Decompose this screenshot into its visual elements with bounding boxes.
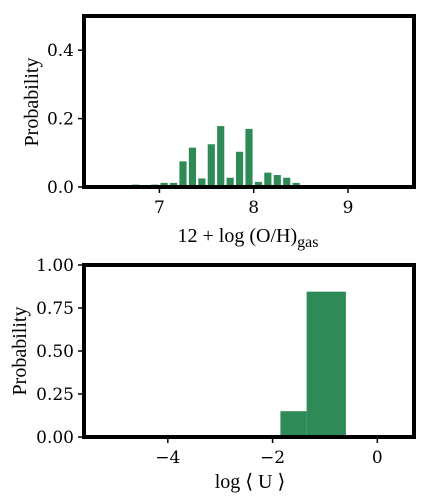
panel-ionization-bar-1 bbox=[306, 291, 346, 437]
panel-ionization-y-ticks: 0.00 0.25 0.50 0.75 1.00 bbox=[36, 256, 84, 448]
panel-metallicity-x-axis-label-subscript: gas bbox=[297, 234, 318, 251]
panel-metallicity-bar-17 bbox=[283, 177, 291, 187]
panel-ionization-x-tick-label-0: −4 bbox=[155, 448, 180, 468]
panel-metallicity-bar-14 bbox=[254, 181, 263, 187]
panel-metallicity-x-axis-label-main: 12 + log (O/H) bbox=[178, 225, 298, 247]
panel-metallicity-bar-16 bbox=[273, 175, 281, 187]
panel-ionization-x-tick-label-2: 0 bbox=[372, 448, 383, 468]
panel-ionization-y-tick-label-2: 0.50 bbox=[36, 342, 74, 362]
panel-ionization-y-tick-label-3: 0.75 bbox=[36, 299, 74, 319]
panel-metallicity-bar-11 bbox=[226, 177, 234, 187]
panel-metallicity-frame bbox=[82, 14, 416, 189]
panel-metallicity-bar-4 bbox=[160, 182, 168, 187]
panel-ionization-x-axis-label: log ⟨ U ⟩ bbox=[215, 471, 286, 493]
panel-ionization-y-tick-label-0: 0.00 bbox=[36, 428, 74, 448]
panel-ionization-x-tick-label-1: −2 bbox=[260, 448, 285, 468]
panel-ionization-x-ticks: −4 −2 0 bbox=[155, 437, 383, 468]
panel-metallicity-bar-5 bbox=[169, 182, 178, 187]
panel-metallicity-x-tick-label-1: 8 bbox=[248, 198, 259, 218]
panel-ionization-frame bbox=[82, 263, 416, 439]
panel-metallicity-bar-18 bbox=[292, 182, 300, 187]
panel-metallicity-bars bbox=[122, 126, 310, 187]
panel-metallicity-x-ticks: 7 8 9 bbox=[154, 187, 353, 218]
panel-metallicity-bar-9 bbox=[207, 144, 215, 187]
panel-ionization-y-axis-label: Probability bbox=[9, 307, 31, 396]
panel-metallicity-bar-6 bbox=[179, 161, 187, 187]
panel-ionization-y-tick-label-1: 0.25 bbox=[36, 385, 74, 405]
panel-metallicity-x-tick-label-2: 9 bbox=[343, 198, 354, 218]
panel-metallicity-bar-15 bbox=[264, 172, 272, 187]
panel-metallicity-bar-13 bbox=[245, 128, 253, 187]
panel-metallicity-bar-10 bbox=[217, 126, 225, 187]
panel-metallicity-y-axis-label: Probability bbox=[21, 58, 43, 147]
panel-metallicity-x-axis-label: 12 + log (O/H)gas bbox=[178, 225, 319, 251]
panel-metallicity: 0.0 0.2 0.4 7 8 9 Probability 12 + log (O/H)… bbox=[21, 14, 416, 251]
panel-metallicity-y-tick-label-1: 0.2 bbox=[47, 110, 74, 130]
panel-metallicity-y-ticks: 0.0 0.2 0.4 bbox=[47, 41, 84, 198]
panel-ionization-y-tick-label-4: 1.00 bbox=[36, 256, 74, 276]
panel-ionization-bar-0 bbox=[280, 411, 307, 437]
panel-ionization-bars bbox=[280, 291, 346, 437]
panel-metallicity-bar-7 bbox=[188, 147, 197, 187]
panel-metallicity-bar-12 bbox=[235, 151, 244, 187]
panel-ionization: 0.00 0.25 0.50 0.75 1.00 −4 −2 0 Probability l… bbox=[9, 256, 416, 493]
panel-metallicity-y-tick-label-2: 0.4 bbox=[47, 41, 74, 61]
panel-metallicity-y-tick-label-0: 0.0 bbox=[47, 178, 74, 198]
panel-metallicity-x-tick-label-0: 7 bbox=[154, 198, 165, 218]
panel-metallicity-bar-8 bbox=[198, 178, 206, 187]
